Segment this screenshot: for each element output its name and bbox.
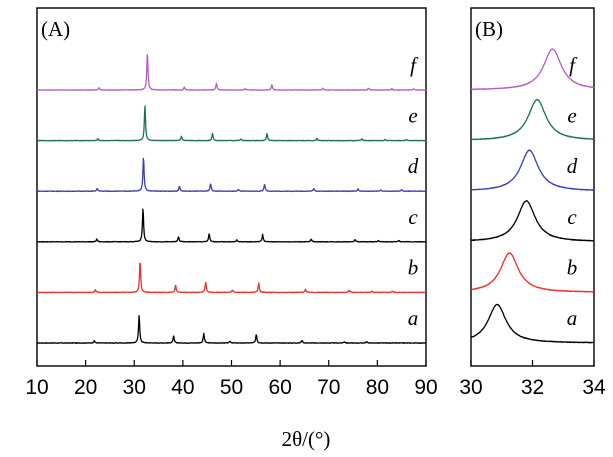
panel-b-series-f-label: f bbox=[569, 53, 578, 77]
panel-b-series-d-line bbox=[470, 149, 595, 191]
panel-a-series-e-label: e bbox=[408, 104, 417, 128]
panel-a-series-b-label: b bbox=[408, 255, 419, 279]
panel-b-x-ticks: 30 32 34 bbox=[459, 360, 606, 399]
panel-b-traces: a b c d e f bbox=[470, 48, 595, 344]
panel-a-x-tick-label: 10 bbox=[25, 376, 48, 399]
panel-a-x-tick-label: 30 bbox=[123, 376, 146, 399]
panel-b-series-a-label: a bbox=[567, 306, 578, 330]
panel-a-x-tick-label: 80 bbox=[366, 376, 389, 399]
panel-a-x-tick-label: 50 bbox=[220, 376, 243, 399]
panel-a-x-tick-label: 20 bbox=[74, 376, 97, 399]
panel-b-series-d-label: d bbox=[567, 154, 578, 178]
panel-a-series-d-label: d bbox=[408, 154, 419, 178]
panel-a-series-c-line bbox=[36, 208, 427, 243]
panel-a-series-a-label: a bbox=[408, 306, 419, 330]
panel-b-series-c-label: c bbox=[567, 205, 577, 229]
panel-b-series-e-label: e bbox=[567, 104, 576, 128]
panel-a-x-tick-label: 40 bbox=[171, 376, 194, 399]
panel-a-series-f-label: f bbox=[410, 53, 419, 77]
panel-b-x-tick-label: 34 bbox=[582, 376, 606, 399]
panel-b-x-tick-label: 32 bbox=[521, 376, 544, 399]
panel-a-series-e-line bbox=[36, 105, 427, 142]
panel-b-label: (B) bbox=[475, 17, 503, 41]
panel-b-series-e-line bbox=[470, 99, 595, 141]
panel-a-series-c-label: c bbox=[408, 205, 418, 229]
panel-b-series-c-line bbox=[470, 200, 595, 242]
panel-a-label: (A) bbox=[41, 17, 70, 41]
x-axis-label: 2θ/(°) bbox=[282, 427, 331, 451]
panel-a-series-f-line bbox=[36, 53, 427, 91]
panel-a-series-d-line bbox=[36, 157, 427, 193]
panel-a-x-tick-label: 70 bbox=[317, 376, 340, 399]
panel-b-series-f-line bbox=[470, 48, 595, 91]
panel-b-x-tick-label: 30 bbox=[459, 376, 482, 399]
panel-a-frame bbox=[36, 7, 427, 367]
panel-a-x-ticks: 10 20 30 40 50 60 70 80 90 bbox=[25, 360, 438, 399]
panel-a-traces: a b c d e f bbox=[36, 53, 427, 344]
panel-a-x-tick-label: 90 bbox=[414, 376, 437, 399]
panel-b-series-b-line bbox=[470, 252, 595, 293]
panel-a-x-tick-label: 60 bbox=[268, 376, 291, 399]
panel-b-series-a-line bbox=[470, 303, 595, 344]
panel-b-series-b-label: b bbox=[567, 255, 578, 279]
panel-a-series-a-line bbox=[36, 315, 427, 344]
panel-a-series-b-line bbox=[36, 262, 427, 294]
